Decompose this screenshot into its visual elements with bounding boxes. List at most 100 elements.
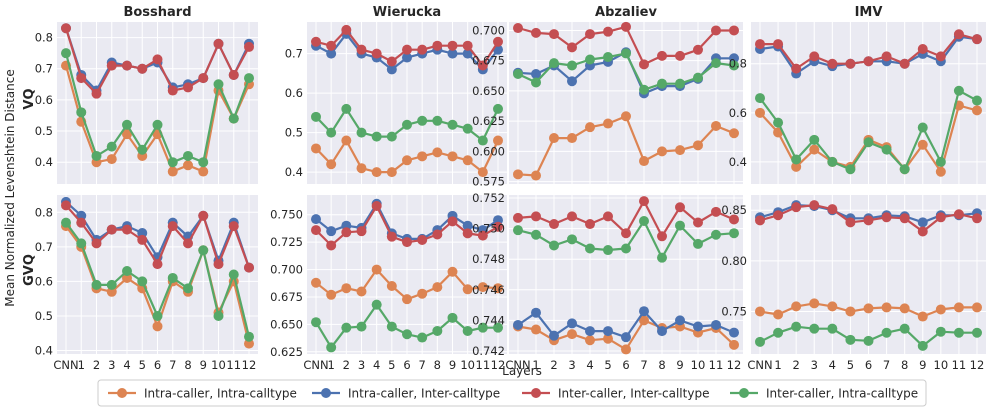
panel-gvq-wierucka-series-intra-caller-inter-calltype-point-cnn <box>311 214 321 225</box>
panel-gvq-bosshard-series-inter-caller-inter-calltype-point-4 <box>122 224 132 235</box>
panel-gvq-imv-xtick-label-2: 2 <box>793 358 800 372</box>
panel-vq-imv-series-inter-caller-inter-calltype-point-3 <box>809 51 820 62</box>
panel-vq-imv-series-inter-caller-inter-calltype-point-9 <box>917 44 928 54</box>
panel-vq-abzaliev-series-inter-caller-inter-calltype-point-7 <box>639 59 649 70</box>
panel-vq-imv-series-inter-caller-intra-calltype-point-12 <box>972 95 982 106</box>
panel-vq-abzaliev-series-inter-caller-inter-calltype-point-4 <box>585 29 595 40</box>
panel-vq-bosshard-series-inter-caller-intra-calltype-point-8 <box>183 150 193 161</box>
panel-vq-abzaliev-series-inter-caller-inter-calltype-point-11 <box>711 25 721 36</box>
panel-gvq-bosshard-xtick-label-7: 7 <box>169 358 176 372</box>
panel-vq-imv-series-intra-caller-intra-calltype-point-cnn <box>755 107 765 118</box>
panel-gvq-wierucka-xtick-label-7: 7 <box>419 358 426 372</box>
panel-gvq-bosshard-series-inter-caller-intra-calltype-point-6 <box>152 310 163 321</box>
panel-gvq-wierucka-xtick-label-0: CNN <box>303 358 328 372</box>
panel-gvq-bosshard-xtick-label-5: 5 <box>139 358 146 372</box>
legend-frame <box>97 379 927 407</box>
panel-vq-bosshard-series-intra-caller-intra-calltype-point-8 <box>183 160 193 171</box>
panel-gvq-bosshard-xtick-label-9: 9 <box>200 358 207 372</box>
panel-vq-imv-series-inter-caller-intra-calltype-point-5 <box>845 164 856 175</box>
panel-gvq-bosshard-series-inter-caller-inter-calltype-point-3 <box>106 224 117 235</box>
panel-gvq-imv-series-inter-caller-intra-calltype-point-11 <box>953 327 964 338</box>
panel-gvq-abzaliev-ytick-label-2: 0.746 <box>472 283 505 297</box>
panel-vq-abzaliev-series-inter-caller-inter-calltype-point-5 <box>603 26 613 37</box>
panel-vq-imv-series-inter-caller-intra-calltype-point-8 <box>899 164 910 175</box>
panel-gvq-abzaliev-series-inter-caller-inter-calltype-point-7 <box>639 196 649 207</box>
panel-vq-abzaliev-series-inter-caller-inter-calltype-point-2 <box>549 29 559 40</box>
panel-gvq-imv-series-inter-caller-intra-calltype-point-2 <box>791 321 802 332</box>
panel-gvq-wierucka-series-inter-caller-inter-calltype-point-12 <box>493 221 503 232</box>
panel-gvq-imv-xtick-label-0: CNN <box>747 358 772 372</box>
panel-gvq-bosshard-series-inter-caller-intra-calltype-point-1 <box>76 238 87 249</box>
panel-vq-imv: 0.4 0.6 0.8 IMV <box>729 5 986 184</box>
panel-gvq-wierucka-xtick-label-4: 4 <box>373 358 380 372</box>
panel-gvq-imv-series-inter-caller-intra-calltype-point-10 <box>935 326 946 337</box>
panel-vq-imv-series-inter-caller-intra-calltype-point-11 <box>953 85 964 96</box>
panel-vq-bosshard-ytick-label-1: 0.5 <box>35 124 53 138</box>
panel-gvq-bosshard-series-inter-caller-inter-calltype-point-9 <box>198 210 209 221</box>
panel-gvq-abzaliev-ytick-label-3: 0.748 <box>472 252 505 266</box>
panel-gvq-abzaliev-series-intra-caller-inter-calltype-point-6 <box>621 332 631 343</box>
panel-gvq-wierucka-series-inter-caller-inter-calltype-point-5 <box>386 231 397 242</box>
panel-vq-bosshard-series-inter-caller-intra-calltype-point-6 <box>152 119 163 130</box>
panel-vq-abzaliev-series-inter-caller-intra-calltype-point-10 <box>693 72 703 83</box>
panel-vq-imv-series-inter-caller-inter-calltype-point-5 <box>845 58 856 69</box>
panel-gvq-bosshard-series-inter-caller-intra-calltype-point-8 <box>183 283 193 294</box>
panel-gvq-abzaliev-series-intra-caller-inter-calltype-point-11 <box>711 319 721 330</box>
panel-vq-abzaliev-series-inter-caller-intra-calltype-point-6 <box>621 48 631 59</box>
panel-vq-wierucka-series-inter-caller-inter-calltype-point-7 <box>417 44 428 55</box>
panel-vq-abzaliev-series-inter-caller-intra-calltype-point-9 <box>675 78 685 89</box>
panel-vq-wierucka-series-intra-caller-inter-calltype-point-10 <box>462 48 473 59</box>
panel-gvq-abzaliev-xtick-label-1: 1 <box>532 358 539 372</box>
panel-gvq-wierucka-series-inter-caller-inter-calltype-point-3 <box>356 226 367 237</box>
panel-vq-abzaliev-series-intra-caller-intra-calltype-point-11 <box>711 120 721 131</box>
panel-gvq-bosshard-series-inter-caller-intra-calltype-point-9 <box>198 245 209 256</box>
x-axis-label: Layers <box>502 364 542 378</box>
panel-vq-bosshard-series-intra-caller-intra-calltype-point-7 <box>167 166 178 177</box>
panel-vq-bosshard-series-inter-caller-inter-calltype-point-9 <box>198 73 209 84</box>
panel-gvq-wierucka-xtick-label-2: 2 <box>343 358 350 372</box>
panel-gvq-imv-series-intra-caller-intra-calltype-point-6 <box>863 303 874 314</box>
panel-vq-bosshard-series-inter-caller-inter-calltype-point-5 <box>137 63 148 74</box>
panel-gvq-bosshard-series-inter-caller-inter-calltype-point-8 <box>183 238 193 249</box>
panel-gvq-wierucka-series-intra-caller-intra-calltype-point-11 <box>477 282 488 293</box>
panel-vq-wierucka-ytick-label-2: 0.6 <box>285 86 303 100</box>
panel-vq-wierucka-series-intra-caller-intra-calltype-point-cnn <box>311 143 321 154</box>
panel-vq-imv-series-inter-caller-intra-calltype-point-6 <box>863 137 874 148</box>
panel-gvq-abzaliev-series-inter-caller-inter-calltype-point-1 <box>531 211 541 222</box>
panel-vq-wierucka-series-inter-caller-intra-calltype-point-9 <box>447 119 458 130</box>
panel-vq-abzaliev-series-inter-caller-inter-calltype-point-cnn <box>513 23 523 34</box>
panel-gvq-imv-xtick-label-3: 3 <box>811 358 818 372</box>
panel-gvq-imv-xtick-label-1: 1 <box>774 358 781 372</box>
panel-vq-imv-series-inter-caller-intra-calltype-point-1 <box>773 117 784 128</box>
panel-vq-abzaliev: 0.575 0.600 0.625 0.650 0.675 0.700 Abzaliev <box>472 5 743 189</box>
panel-gvq-abzaliev-xtick-label-7: 7 <box>640 358 647 372</box>
panel-gvq-abzaliev-ytick-label-4: 0.750 <box>472 222 505 236</box>
panel-vq-abzaliev-ytick-label-2: 0.625 <box>472 114 505 128</box>
panel-vq-imv-series-inter-caller-intra-calltype-point-7 <box>881 144 892 155</box>
panel-gvq-imv-series-inter-caller-intra-calltype-point-cnn <box>755 336 765 347</box>
panel-gvq-bosshard-series-inter-caller-inter-calltype-point-1 <box>76 217 87 228</box>
panel-gvq-abzaliev-series-inter-caller-intra-calltype-point-7 <box>639 215 649 226</box>
panel-gvq-abzaliev-series-inter-caller-intra-calltype-point-cnn <box>513 225 523 236</box>
panel-vq-bosshard-series-inter-caller-intra-calltype-point-12 <box>244 73 254 84</box>
panel-gvq-wierucka-ytick-label-3: 0.700 <box>270 263 303 277</box>
panel-gvq-imv-series-inter-caller-intra-calltype-point-7 <box>881 327 892 338</box>
panel-vq-abzaliev-ytick-label-5: 0.700 <box>472 23 505 37</box>
panel-vq-imv-series-inter-caller-inter-calltype-point-12 <box>972 34 982 45</box>
panel-gvq-abzaliev-series-inter-caller-inter-calltype-point-4 <box>585 219 595 230</box>
panel-vq-abzaliev-series-inter-caller-intra-calltype-point-2 <box>549 58 559 69</box>
legend-marker-inter-intra <box>739 388 749 398</box>
panel-gvq-bosshard-series-inter-caller-intra-calltype-point-12 <box>244 331 254 342</box>
panel-vq-abzaliev-series-inter-caller-intra-calltype-point-1 <box>531 77 541 88</box>
panel-gvq-wierucka-xtick-label-5: 5 <box>388 358 395 372</box>
panel-gvq-wierucka-series-intra-caller-intra-calltype-point-1 <box>326 289 337 300</box>
panel-gvq-abzaliev-xtick-label-11: 11 <box>709 358 724 372</box>
panel-gvq-bosshard-xtick-label-1: 1 <box>78 358 85 372</box>
panel-gvq-wierucka-ytick-label-0: 0.625 <box>270 345 303 359</box>
panel-vq-abzaliev-series-intra-caller-intra-calltype-point-10 <box>693 140 703 151</box>
panel-vq-abzaliev-ytick-label-3: 0.650 <box>472 84 505 98</box>
panel-vq-bosshard-series-inter-caller-inter-calltype-point-12 <box>244 41 254 52</box>
panel-gvq-imv-series-inter-caller-inter-calltype-point-cnn <box>755 215 765 226</box>
